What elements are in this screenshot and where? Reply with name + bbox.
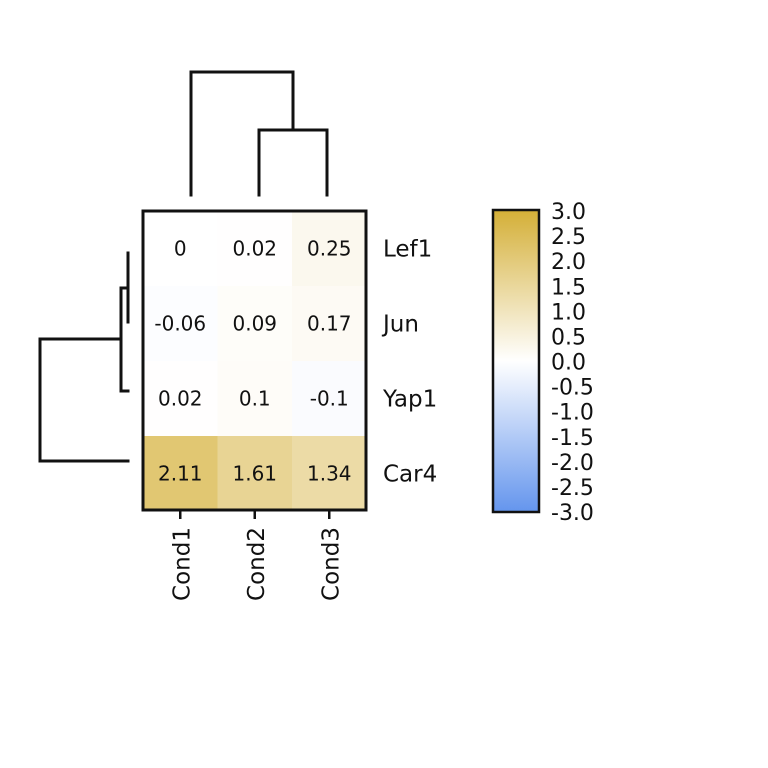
heatmap-cell — [217, 211, 293, 287]
color-bar-tick-label: -2.0 — [551, 451, 594, 476]
heatmap-cell — [143, 361, 218, 437]
heatmap-cell — [217, 286, 293, 362]
heatmap-cell — [143, 211, 218, 287]
color-bar-tick-label: -3.0 — [551, 501, 594, 526]
column-label: Cond3 — [318, 527, 344, 601]
row-dendrogram-branch-root — [38, 337, 130, 463]
heatmap-cell-label: 2.11 — [158, 462, 203, 486]
column-dendrogram-branch-cond2-cond3 — [257, 128, 329, 197]
heatmap-cell — [143, 436, 218, 512]
column-dendrogram — [189, 70, 329, 197]
heatmap-cell — [292, 361, 367, 437]
heatmap-cell-label: 0.02 — [232, 237, 277, 261]
row-labels: Lef1 Jun Yap1 Car4 — [381, 237, 437, 488]
heatmap-cell — [143, 286, 218, 362]
heatmap-cell-label: -0.06 — [154, 312, 206, 336]
heatmap-cell-label: 1.34 — [307, 462, 352, 486]
column-labels: Cond1 Cond2 Cond3 — [169, 510, 344, 601]
heatmap-cell-label: 0.09 — [232, 312, 277, 336]
column-label: Cond1 — [169, 527, 195, 601]
heatmap-cell-label: 0.17 — [307, 312, 352, 336]
heatmap-cell — [292, 211, 367, 287]
heatmap-cell-label: 1.61 — [232, 462, 277, 486]
color-bar-gradient — [491, 208, 541, 514]
column-label: Cond2 — [244, 527, 270, 601]
color-bar-tick-label: 0.0 — [551, 351, 586, 376]
color-bar-tick-label: -0.5 — [551, 376, 594, 401]
row-label: Car4 — [383, 462, 437, 488]
heatmap-cell — [217, 436, 293, 512]
row-dendrogram — [38, 251, 130, 463]
color-bar-tick-label: 2.5 — [551, 225, 586, 250]
heatmap-cell-label: 0 — [174, 237, 187, 261]
color-bar-tick-label: -1.0 — [551, 401, 594, 426]
heatmap-cells: 0 0.02 0.25 -0.06 0.09 0.17 0.02 0.1 -0.1 2.11 1.6… — [143, 211, 367, 512]
heatmap-cell-label: 0.25 — [307, 237, 352, 261]
color-bar-tick-label: 0.5 — [551, 325, 586, 350]
color-bar-ticks: 3.02.52.01.51.00.50.0-0.5-1.0-1.5-2.0-2.… — [551, 200, 594, 526]
heatmap-cell — [217, 361, 293, 437]
heatmap-cell — [292, 286, 367, 362]
color-bar-tick-label: 3.0 — [551, 200, 586, 225]
color-bar-tick-label: -2.5 — [551, 476, 594, 501]
color-bar: 3.02.52.01.51.00.50.0-0.5-1.0-1.5-2.0-2.… — [491, 200, 594, 526]
row-label: Lef1 — [383, 237, 432, 263]
color-bar-tick-label: 2.0 — [551, 250, 586, 275]
color-bar-tick-label: 1.0 — [551, 300, 586, 325]
heatmap-cell — [292, 436, 367, 512]
heatmap-cell-label: 0.1 — [239, 387, 271, 411]
heatmap-cell-label: -0.1 — [310, 387, 349, 411]
color-bar-tick-label: 1.5 — [551, 275, 586, 300]
row-label: Yap1 — [382, 387, 437, 413]
heatmap-cell-label: 0.02 — [158, 387, 203, 411]
row-label: Jun — [381, 312, 419, 338]
column-dendrogram-branch-root — [189, 70, 295, 197]
color-bar-tick-label: -1.5 — [551, 426, 594, 451]
